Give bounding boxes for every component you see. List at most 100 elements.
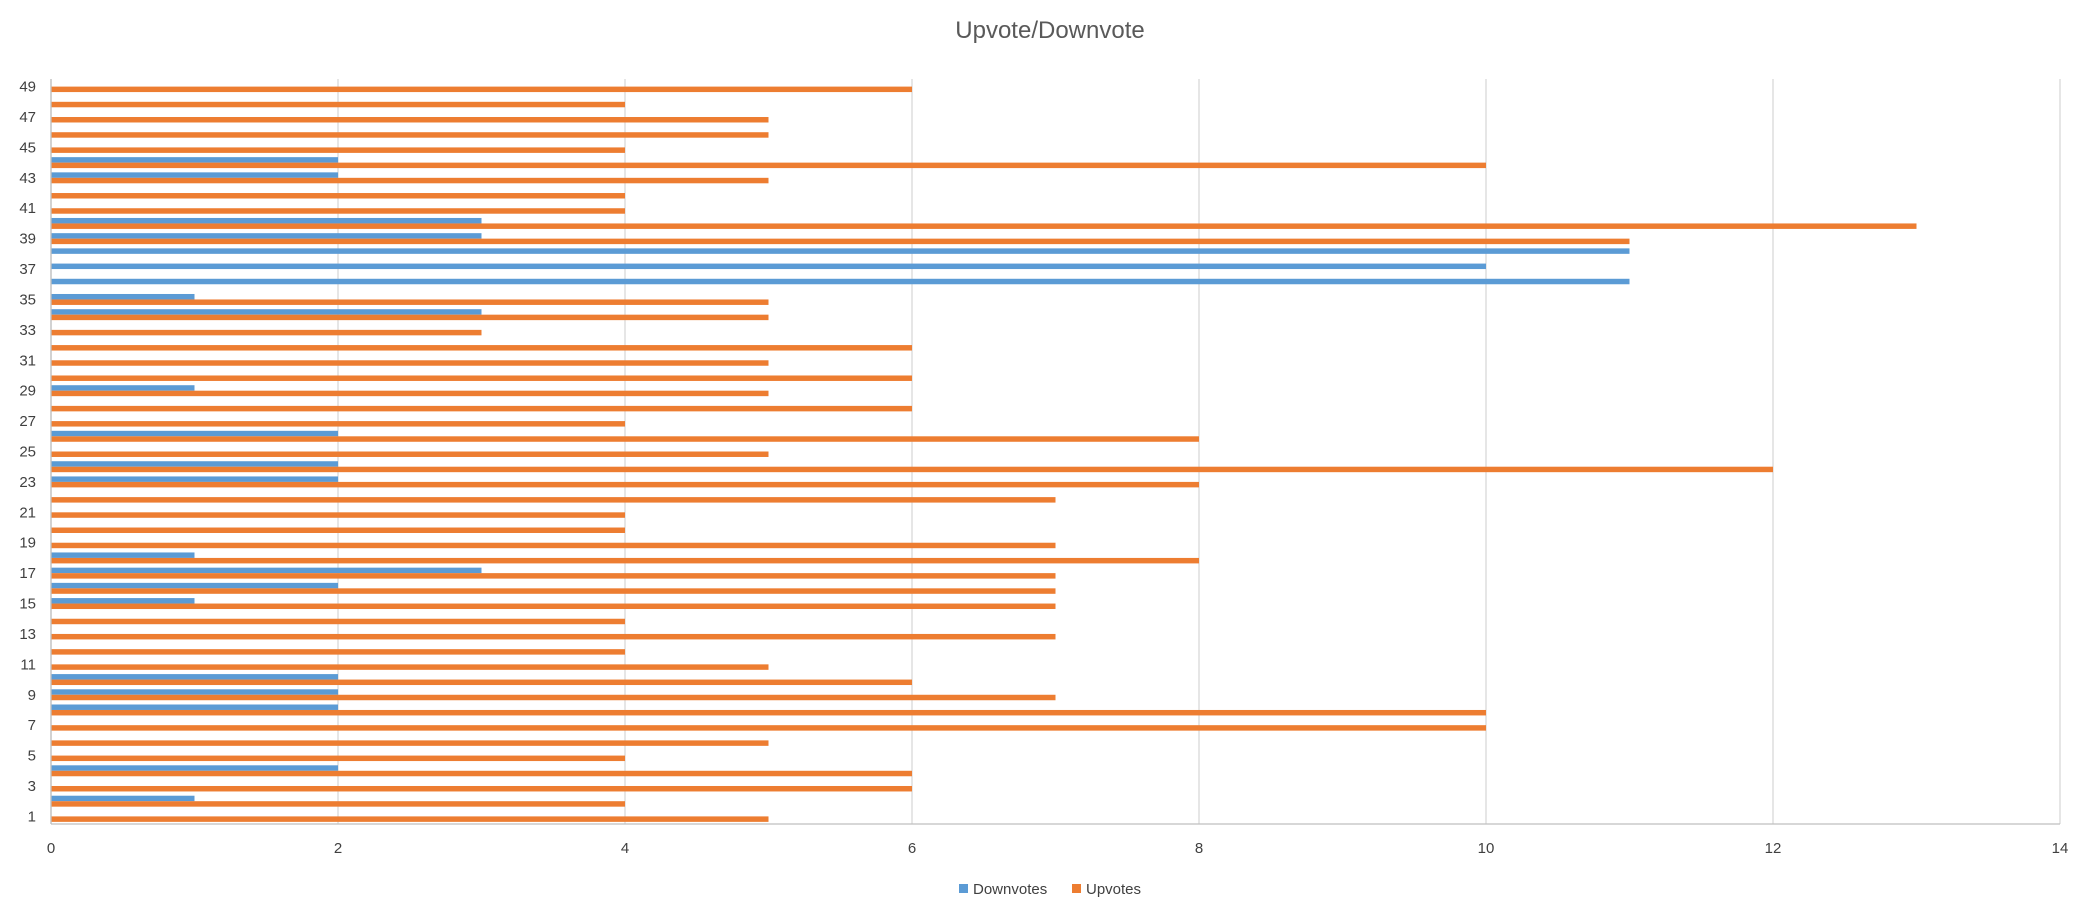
- y-tick-label: 45: [19, 139, 36, 156]
- y-tick-label: 9: [28, 687, 36, 704]
- upvotes-bar-17: [51, 573, 1056, 579]
- x-tick-label: 6: [908, 840, 916, 857]
- upvotes-bar-5: [51, 755, 625, 762]
- y-tick-label: 47: [19, 109, 36, 126]
- upvotes-bar-21: [51, 512, 625, 518]
- downvotes-bar-39: [51, 233, 482, 239]
- upvotes-bar-3: [51, 785, 912, 792]
- y-tick-label: 31: [19, 352, 36, 369]
- upvotes-bar-24: [51, 466, 1773, 473]
- downvotes-bar-26: [51, 430, 338, 437]
- upvotes-bar-12: [51, 649, 625, 655]
- y-tick-label: 11: [20, 656, 36, 673]
- upvotes-bar-32: [51, 345, 912, 351]
- upvotes-bar-30: [51, 375, 912, 381]
- upvotes-bar-4: [51, 770, 912, 777]
- downvotes-bar-16: [51, 582, 338, 589]
- legend-swatch-downvotes: [959, 884, 968, 893]
- chart-title: Upvote/Downvote: [955, 17, 1144, 44]
- downvotes-bar-35: [51, 293, 195, 300]
- upvotes-bar-16: [51, 588, 1056, 594]
- y-tick-label: 7: [28, 717, 36, 734]
- y-tick-label: 13: [19, 626, 36, 643]
- downvotes-bar-37: [51, 263, 1486, 270]
- upvotes-bar-31: [51, 360, 769, 366]
- upvotes-bar-20: [51, 527, 625, 533]
- downvotes-bar-34: [51, 309, 482, 315]
- legend-label-upvotes: Upvotes: [1086, 881, 1141, 898]
- legend-label-downvotes: Downvotes: [973, 881, 1047, 898]
- upvotes-bar-7: [51, 725, 1486, 731]
- downvotes-bar-38: [51, 248, 1630, 254]
- x-tick-label: 4: [621, 840, 629, 857]
- upvotes-bar-43: [51, 177, 769, 184]
- upvotes-bar-48: [51, 101, 625, 108]
- y-tick-label: 35: [19, 291, 36, 308]
- y-tick-label: 3: [28, 778, 36, 795]
- y-tick-label: 23: [19, 474, 36, 491]
- upvotes-bar-18: [51, 557, 1199, 564]
- downvotes-bar-10: [51, 674, 338, 680]
- downvotes-bar-4: [51, 765, 338, 771]
- y-tick-label: 41: [19, 200, 36, 217]
- y-tick-label: 5: [28, 748, 36, 765]
- y-tick-label: 43: [19, 170, 36, 187]
- y-tick-label: 17: [19, 565, 36, 582]
- upvotes-bar-49: [51, 86, 912, 93]
- upvotes-bar-6: [51, 740, 769, 746]
- upvotes-bar-22: [51, 497, 1056, 503]
- x-tick-label: 12: [1765, 840, 1782, 857]
- upvotes-bar-41: [51, 208, 625, 214]
- downvotes-bar-36: [51, 278, 1630, 285]
- upvotes-bar-45: [51, 147, 625, 153]
- y-tick-label: 1: [28, 808, 36, 825]
- upvotes-bar-9: [51, 694, 1056, 701]
- upvotes-bar-8: [51, 709, 1486, 716]
- bars-layer: [51, 86, 1917, 822]
- upvotes-bar-33: [51, 329, 482, 336]
- x-tick-label: 2: [334, 840, 342, 857]
- y-tick-label: 37: [19, 261, 36, 278]
- downvotes-bar-44: [51, 157, 338, 163]
- upvotes-bar-19: [51, 542, 1056, 549]
- downvotes-bar-24: [51, 461, 338, 467]
- y-tick-label: 39: [19, 231, 36, 248]
- upvotes-bar-29: [51, 390, 769, 397]
- upvotes-bar-34: [51, 314, 769, 321]
- y-tick-label: 49: [19, 79, 36, 96]
- y-tick-label: 27: [19, 413, 36, 430]
- upvotes-bar-25: [51, 451, 769, 457]
- y-tick-label: 29: [19, 383, 36, 400]
- downvotes-bar-29: [51, 385, 195, 391]
- upvotes-bar-46: [51, 132, 769, 138]
- downvotes-bar-43: [51, 172, 338, 178]
- upvotes-bar-44: [51, 162, 1486, 169]
- downvotes-bar-2: [51, 795, 195, 802]
- x-tick-label: 14: [2052, 840, 2069, 857]
- x-tick-label: 0: [47, 840, 55, 857]
- upvotes-bar-1: [51, 816, 769, 822]
- legend: Downvotes Upvotes: [959, 881, 1141, 898]
- downvotes-bar-17: [51, 567, 482, 574]
- legend-swatch-upvotes: [1072, 884, 1081, 893]
- downvotes-bar-40: [51, 217, 482, 224]
- upvotes-bar-39: [51, 238, 1630, 245]
- x-tick-label: 8: [1195, 840, 1203, 857]
- upvotes-bar-14: [51, 618, 625, 625]
- upvotes-bar-28: [51, 405, 912, 412]
- upvotes-bar-27: [51, 421, 625, 427]
- upvotes-bar-47: [51, 117, 769, 123]
- y-tick-label: 25: [19, 444, 36, 461]
- upvotes-bar-40: [51, 223, 1917, 229]
- y-tick-label: 21: [19, 504, 36, 521]
- y-tick-label: 15: [19, 596, 36, 613]
- axis-layer: 0 2 4 6 8 10 12 1413579111315171921232527293133…: [19, 79, 2068, 857]
- upvotes-bar-35: [51, 299, 769, 305]
- y-tick-label: 33: [19, 322, 36, 339]
- y-tick-label: 19: [19, 535, 36, 552]
- upvotes-bar-13: [51, 633, 1056, 640]
- upvotes-bar-10: [51, 679, 912, 686]
- upvotes-bar-2: [51, 801, 625, 807]
- upvotes-bar-11: [51, 664, 769, 670]
